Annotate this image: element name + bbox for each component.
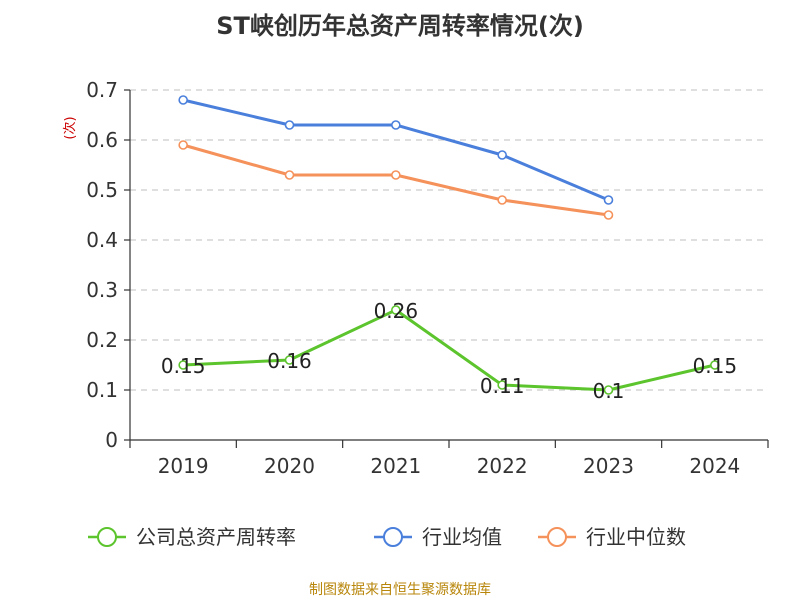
data-label: 0.11 [480,374,525,398]
series-point-1[interactable] [391,120,401,130]
series-point-0[interactable] [497,380,507,390]
series-point-1[interactable] [178,95,188,105]
series-point-2[interactable] [178,140,188,150]
legend-marker-2[interactable] [547,527,567,547]
legend-label-0[interactable]: 公司总资产周转率 [136,525,296,549]
x-tick-label: 2019 [158,454,209,478]
series-line-0 [183,308,716,392]
y-tick-label: 0.3 [86,278,118,302]
series-point-0[interactable] [284,355,295,365]
series-point-0[interactable] [603,385,614,395]
x-tick-label: 2020 [264,454,315,478]
series-point-1[interactable] [497,150,507,160]
series-point-2[interactable] [497,195,507,205]
legend[interactable]: 公司总资产周转率 行业均值 行业中位数 [88,525,686,549]
series-group [178,95,720,395]
series-point-1[interactable] [603,195,614,205]
data-label: 0.1 [593,379,625,403]
series-point-1[interactable] [284,120,295,130]
chart-title: ST峡创历年总资产周转率情况(次) [216,12,584,40]
series-point-0[interactable] [710,360,720,370]
data-label: 0.15 [693,354,738,378]
series-point-0[interactable] [391,305,401,315]
y-tick-label: 0.6 [86,128,118,152]
x-tick-label: 2024 [689,454,740,478]
y-tick-label: 0.4 [86,228,118,252]
data-label: 0.26 [374,299,419,323]
y-tick-label: 0.7 [86,78,118,102]
y-tick-label: 0.1 [86,378,118,402]
data-label: 0.15 [161,354,206,378]
x-tick-label: 2023 [583,454,634,478]
y-tick-label: 0.2 [86,328,118,352]
series-point-0[interactable] [178,360,188,370]
source-note: 制图数据来自恒生聚源数据库 [309,582,491,598]
series-point-2[interactable] [391,170,401,180]
series-point-2[interactable] [603,210,614,220]
legend-marker-0[interactable] [97,527,117,547]
y-tick-label: 0 [105,428,118,452]
series-point-2[interactable] [284,170,295,180]
legend-label-1[interactable]: 行业均值 [422,525,502,549]
series-line-2 [182,143,609,217]
x-tick-label: 2022 [477,454,528,478]
axes: 0 0.1 0.2 0.3 0.4 0.5 0.6 0.7 2019 2020 2021 2022 20… [86,78,769,478]
gridlines [130,89,768,391]
x-tick-label: 2021 [370,454,421,478]
y-tick-label: 0.5 [86,178,118,202]
series-line-1 [182,98,610,202]
legend-label-2[interactable]: 行业中位数 [586,525,686,549]
data-label: 0.16 [267,349,312,373]
y-axis-label: (次) [62,116,78,139]
data-labels: 0.15 0.16 0.26 0.11 0.1 0.15 [161,299,737,403]
legend-marker-1[interactable] [383,527,403,547]
